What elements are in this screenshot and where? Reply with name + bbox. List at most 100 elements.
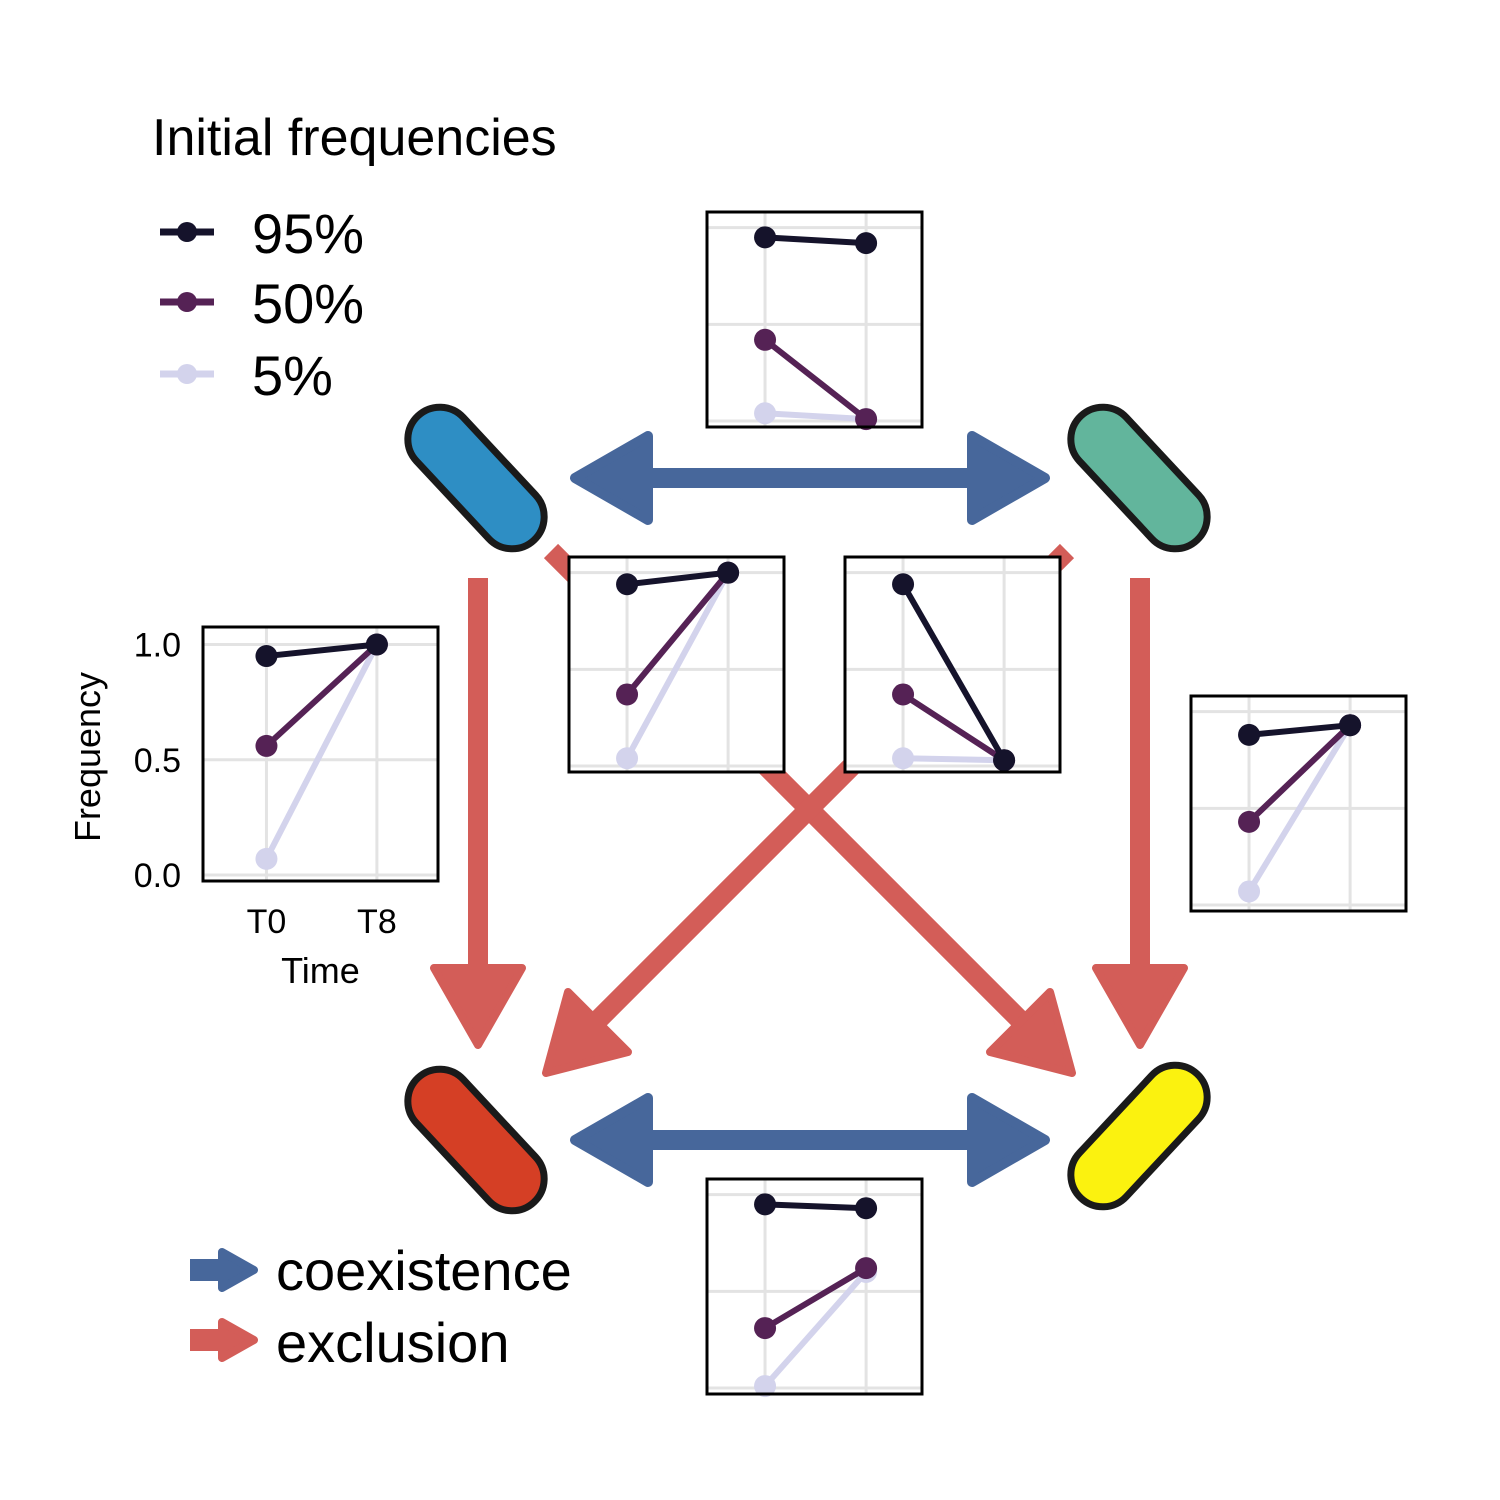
inset-frame: [843, 555, 1062, 774]
inset-series-95pct: [892, 573, 1016, 772]
inset-series-50pct: [754, 1257, 878, 1340]
inset-series-line: [902, 755, 1005, 764]
legend-item-coexistence: coexistence: [190, 1239, 572, 1302]
inset-data-point: [892, 573, 915, 596]
inset-data-point: [855, 232, 878, 255]
inset-series-line: [263, 643, 380, 861]
strain-yellow-capsule: [1067, 1061, 1211, 1211]
inset-data-point: [892, 683, 915, 706]
inset-series-line: [764, 234, 867, 247]
inset-series-line: [763, 337, 868, 422]
inset-data-point: [616, 573, 639, 596]
legend-label-50: 50%: [252, 272, 364, 335]
inset-series-line: [763, 1265, 868, 1331]
inset-data-point: [754, 1193, 777, 1216]
legend-label-95: 95%: [252, 202, 364, 265]
frequency-legend: Initial frequencies 95% 50% 5%: [152, 109, 557, 407]
inset-plots: 0.0 0.5 1.0 T0 T8 Time Frequency: [67, 210, 1408, 1398]
inset-frame: [201, 625, 440, 883]
inset-series-line: [1246, 723, 1353, 894]
frequency-legend-title: Initial frequencies: [152, 109, 557, 167]
inset-data-point: [855, 408, 878, 431]
inset-data-point: [754, 402, 777, 425]
inset-series-line: [266, 641, 378, 660]
coexistence-arrows: [570, 431, 1050, 1187]
inset-data-point: [754, 1375, 777, 1398]
inset-data-point: [993, 749, 1016, 772]
x-tick-label: T0: [247, 903, 287, 941]
inset-series-95pct: [754, 226, 878, 255]
y-axis-title: Frequency: [67, 672, 108, 842]
inset-data-point: [1339, 714, 1362, 737]
inset-plot-blue-red: 0.0 0.5 1.0 T0 T8 Time Frequency: [67, 625, 440, 991]
inset-plot-green-red: [843, 555, 1062, 774]
y-tick-label: 1.0: [134, 627, 181, 665]
inset-series-50pct: [754, 328, 878, 431]
inset-data-point: [255, 847, 278, 870]
inset-axes: 0.0 0.5 1.0 T0 T8 Time Frequency: [67, 627, 397, 991]
y-tick-label: 0.5: [134, 742, 181, 780]
inset-data-point: [717, 561, 740, 584]
inset-series-95pct: [255, 633, 388, 668]
inset-data-point: [754, 226, 777, 249]
inset-data-point: [754, 1317, 777, 1340]
y-tick-label: 0.0: [134, 857, 181, 895]
inset-background: [707, 212, 922, 427]
inset-series-95pct: [754, 1193, 878, 1220]
x-axis-title: Time: [281, 950, 360, 991]
inset-data-point: [855, 1257, 878, 1280]
inset-data-point: [1238, 810, 1261, 833]
inset-series-line: [1246, 723, 1353, 825]
inset-data-point: [1238, 723, 1261, 746]
inset-frame: [567, 555, 786, 774]
inset-background: [707, 1179, 922, 1394]
legend-item-95: 95%: [160, 202, 364, 265]
legend-label-coexistence: coexistence: [276, 1239, 572, 1302]
inset-series-line: [901, 691, 1006, 763]
strains: [404, 403, 1211, 1215]
inset-series-line: [624, 570, 731, 697]
strain-green-capsule: [1067, 403, 1211, 553]
inset-series-line: [764, 410, 867, 423]
legend-item-50: 50%: [160, 272, 364, 335]
inset-series-line: [762, 1270, 869, 1389]
inset-frame: [1189, 694, 1408, 913]
interaction-legend: coexistence exclusion: [190, 1239, 572, 1374]
legend-label-5: 5%: [252, 344, 333, 407]
strain-blue-capsule: [404, 403, 548, 553]
inset-series-line: [264, 642, 379, 749]
inset-series-95pct: [1238, 714, 1362, 746]
arrow-blue-green: [570, 431, 1050, 525]
inset-series-95pct: [616, 561, 740, 596]
inset-frame: [705, 1177, 924, 1396]
inset-plot-green-yellow: [1189, 694, 1408, 913]
arrow-red-yellow: [570, 1093, 1050, 1187]
x-tick-label: T8: [357, 903, 397, 941]
inset-data-point: [616, 683, 639, 706]
inset-data-point: [892, 747, 915, 770]
inset-frame: [705, 210, 924, 429]
legend-item-exclusion: exclusion: [190, 1311, 509, 1374]
inset-series-line: [626, 569, 729, 588]
inset-plot-blue-yellow: [567, 555, 786, 774]
legend-item-5: 5%: [160, 344, 333, 407]
inset-plot-blue-green: [705, 210, 924, 431]
inset-data-point: [365, 633, 388, 656]
inset-series-line: [764, 1201, 867, 1212]
arrow-blue-to-red: [430, 578, 526, 1049]
inset-data-point: [616, 747, 639, 770]
inset-data-point: [255, 734, 278, 757]
legend-label-exclusion: exclusion: [276, 1311, 509, 1374]
arrow-green-to-yellow: [1092, 578, 1188, 1049]
inset-data-point: [255, 645, 278, 668]
inset-plot-red-yellow: [705, 1177, 924, 1398]
strain-red-capsule: [404, 1065, 548, 1215]
exclusion-arrows: [430, 543, 1188, 1077]
inset-series-line: [624, 571, 731, 760]
inset-data-point: [754, 328, 777, 351]
inset-data-point: [1238, 880, 1261, 903]
inset-data-point: [855, 1197, 878, 1220]
inset-series-line: [900, 582, 1007, 762]
inset-series-line: [1248, 722, 1351, 738]
